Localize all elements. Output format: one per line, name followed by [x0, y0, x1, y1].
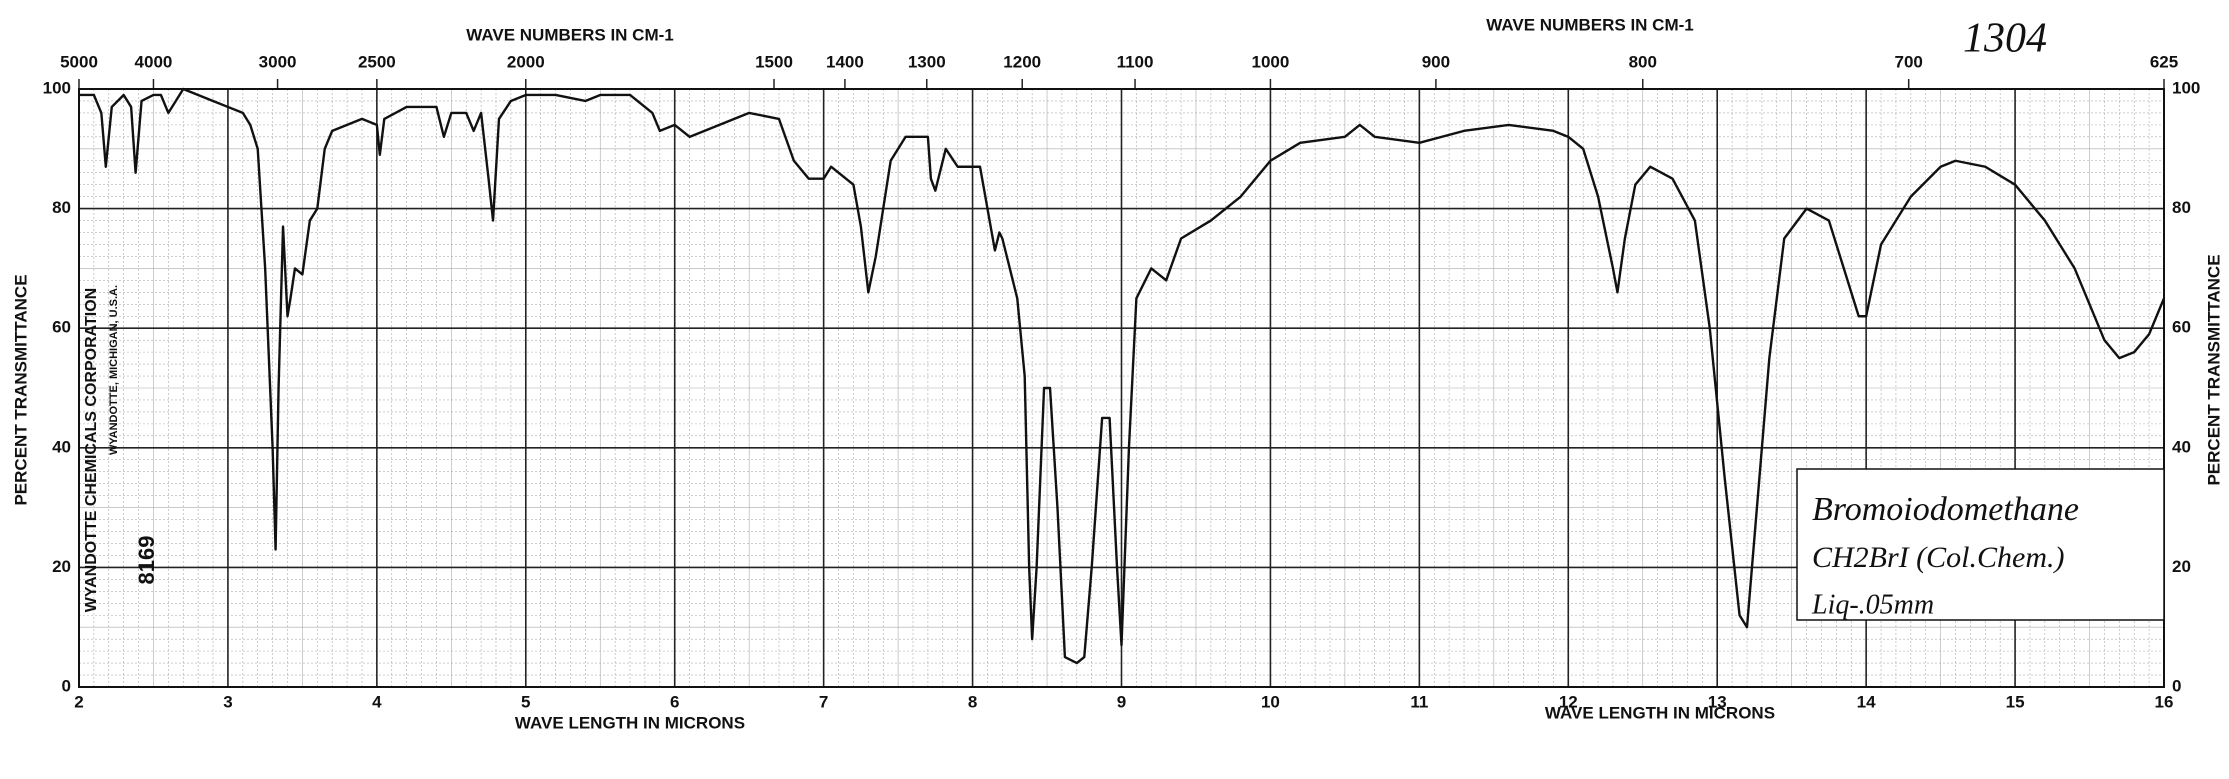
x-tick-label: 5 [521, 692, 530, 711]
x2-tick-label: 700 [1895, 52, 1923, 71]
y-tick-label: 60 [2172, 318, 2191, 337]
spectrum-line [79, 87, 2166, 665]
annotation: CH2BrI (Col.Chem.) [1812, 541, 2064, 574]
x-tick-label: 8 [968, 692, 977, 711]
y-tick-label: 100 [43, 78, 71, 97]
annotation: 8169 [134, 536, 159, 585]
x2-tick-label: 3000 [259, 52, 297, 71]
y-axis-title: PERCENT TRANSMITTANCE [11, 274, 30, 505]
annotation: WYANDOTTE CHEMICALS CORPORATION [83, 288, 100, 612]
x2-tick-label: 1000 [1252, 52, 1290, 71]
y-tick-label: 0 [62, 676, 71, 695]
x2-axis-title: WAVE NUMBERS IN CM-1 [466, 25, 673, 44]
spectrum-number: 1304 [1963, 16, 2047, 62]
x-tick-label: 6 [670, 692, 679, 711]
x-tick-label: 15 [2006, 692, 2025, 711]
x2-tick-label: 1500 [755, 52, 793, 71]
y-tick-label: 40 [52, 437, 71, 456]
y-tick-label: 0 [2172, 676, 2181, 695]
x-tick-label: 4 [372, 692, 382, 711]
y-tick-label: 40 [2172, 437, 2191, 456]
x2-axis-title: WAVE NUMBERS IN CM-1 [1486, 15, 1693, 34]
y-tick-label: 80 [52, 198, 71, 217]
x2-tick-label: 1200 [1003, 52, 1041, 71]
x-tick-label: 7 [819, 692, 828, 711]
x2-tick-label: 5000 [60, 52, 98, 71]
annotation: WYANDOTTE, MICHIGAN, U.S.A. [108, 285, 120, 455]
plot-frame [78, 88, 2165, 688]
y-tick-label: 20 [52, 557, 71, 576]
x-tick-label: 12 [1559, 692, 1578, 711]
x2-tick-label: 4000 [135, 52, 173, 71]
x2-tick-label: 1400 [826, 52, 864, 71]
x-tick-label: 11 [1410, 692, 1428, 711]
x2-tick-label: 900 [1422, 52, 1450, 71]
x-tick-label: 14 [1857, 692, 1876, 711]
x-tick-label: 13 [1708, 692, 1727, 711]
x-tick-label: 3 [223, 692, 232, 711]
y-tick-label: 80 [2172, 198, 2191, 217]
x-axis-title: WAVE LENGTH IN MICRONS [1545, 703, 1775, 722]
annotation: Bromoiodomethane [1812, 491, 2079, 528]
x2-tick-label: 1100 [1117, 52, 1154, 71]
y-tick-label: 20 [2172, 557, 2191, 576]
label-box [1796, 468, 2165, 621]
y-tick-label: 60 [52, 318, 71, 337]
x-tick-label: 10 [1261, 692, 1280, 711]
x-axis-title: WAVE LENGTH IN MICRONS [515, 713, 745, 732]
x2-tick-label: 625 [2150, 52, 2178, 71]
y-tick-label: 100 [2172, 78, 2200, 97]
y-axis-title: PERCENT TRANSMITTANCE [2204, 254, 2223, 485]
x-tick-label: 9 [1117, 692, 1126, 711]
annotation: Liq-.05mm [1811, 589, 1934, 620]
x2-tick-label: 2500 [358, 52, 396, 71]
x-tick-label: 2 [74, 692, 83, 711]
x2-tick-label: 1300 [908, 52, 946, 71]
x2-tick-label: 800 [1629, 52, 1657, 71]
x2-tick-label: 2000 [507, 52, 545, 71]
x-tick-label: 16 [2155, 692, 2174, 711]
